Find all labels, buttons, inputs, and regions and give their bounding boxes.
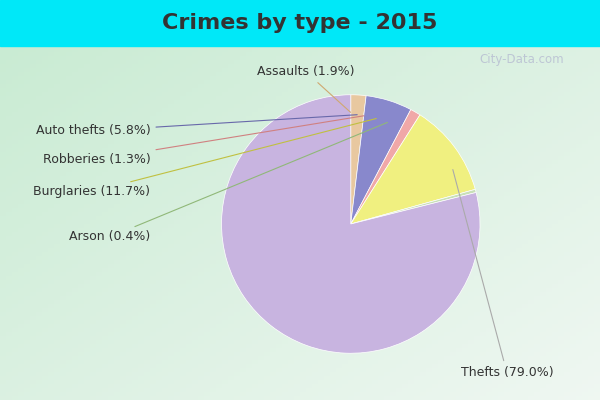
Wedge shape — [351, 95, 366, 224]
Text: Crimes by type - 2015: Crimes by type - 2015 — [163, 13, 437, 33]
Text: Thefts (79.0%): Thefts (79.0%) — [453, 170, 553, 379]
Text: Assaults (1.9%): Assaults (1.9%) — [257, 65, 354, 112]
Wedge shape — [351, 110, 420, 224]
Wedge shape — [351, 189, 476, 224]
Text: Burglaries (11.7%): Burglaries (11.7%) — [34, 118, 376, 198]
Wedge shape — [351, 96, 411, 224]
Wedge shape — [221, 95, 480, 353]
Text: Auto thefts (5.8%): Auto thefts (5.8%) — [36, 115, 357, 138]
Text: City-Data.com: City-Data.com — [479, 54, 565, 66]
Text: Arson (0.4%): Arson (0.4%) — [69, 122, 388, 244]
Text: Robberies (1.3%): Robberies (1.3%) — [43, 116, 364, 166]
Wedge shape — [351, 115, 475, 224]
Bar — [0, 0, 600, 46]
